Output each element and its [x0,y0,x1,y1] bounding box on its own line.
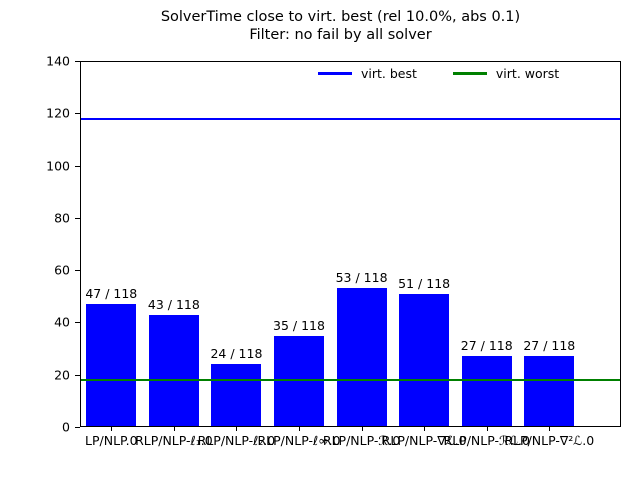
y-tick-label: 120 [46,105,70,121]
y-tick-mark [75,270,80,271]
virt-best-line-icon [318,72,352,75]
bar-value-label: 51 / 118 [398,275,451,291]
bar-value-label: 24 / 118 [210,346,263,362]
y-tick-label: 100 [46,158,70,174]
hline-virt-best [81,117,620,120]
y-tick-mark [75,166,80,167]
y-tick-label: 0 [62,419,70,435]
chart-title-block: SolverTime close to virt. best (rel 10.0… [60,8,621,44]
legend-label-virt-best: virt. best [361,66,417,81]
bar [461,356,512,426]
x-tick-mark [549,427,551,431]
x-tick-label: RLP/NLP-ℓ₁.0 [135,433,213,448]
bar-value-label: 53 / 118 [335,270,388,286]
bar [211,364,262,426]
bar-value-label: 27 / 118 [523,338,576,354]
bar [336,288,387,426]
x-tick-mark [361,427,363,431]
y-tick-label: 140 [46,53,70,69]
bar [86,304,137,426]
x-tick-label: RLP/NLP-∇ℒ.0 [381,433,467,448]
bar [524,356,575,426]
y-tick-mark [75,322,80,323]
legend-item-virt-best: virt. best [318,66,417,81]
y-tick-label: 80 [54,210,70,226]
y-tick-label: 60 [54,262,70,278]
x-tick-label: RLP/NLP-ℛ.0 [322,433,401,448]
bar-value-label: 43 / 118 [147,296,200,312]
x-tick-label: RLP/NLP-ℓ∞.0 [257,433,341,448]
chart-subtitle: Filter: no fail by all solver [249,27,432,44]
legend: virt. best virt. worst [318,66,559,81]
x-tick-label: RLP/NLP-ℛℒ.0 [443,433,530,448]
y-tick-label: 20 [54,367,70,383]
x-tick-label: LP/NLP.0 [85,433,138,448]
bar-value-label: 27 / 118 [460,338,513,354]
bar [148,314,199,426]
x-tick-mark [173,427,175,431]
virt-worst-line-icon [452,72,487,75]
x-tick-mark [111,427,113,431]
y-tick-mark [75,61,80,62]
y-tick-mark [75,375,80,376]
legend-item-virt-worst: virt. worst [452,66,560,81]
bar [399,293,450,426]
y-tick-mark [75,113,80,114]
bar-value-label: 35 / 118 [273,317,325,333]
y-tick-mark [75,427,80,428]
hline-virt-worst [81,378,620,381]
x-tick-mark [424,427,426,431]
legend-label-virt-worst: virt. worst [495,66,560,81]
x-tick-label: RLP/NLP-∇²ℒ.0 [504,433,595,448]
x-tick-mark [299,427,300,431]
x-tick-label: RLP/NLP-ℓ₂.0 [197,433,276,448]
y-tick-mark [75,218,80,219]
y-tick-label: 40 [54,314,70,330]
bar-value-label: 47 / 118 [85,286,138,302]
chart-title: SolverTime close to virt. best (rel 10.0… [160,9,521,25]
x-tick-mark [236,427,238,431]
x-tick-mark [486,427,488,431]
